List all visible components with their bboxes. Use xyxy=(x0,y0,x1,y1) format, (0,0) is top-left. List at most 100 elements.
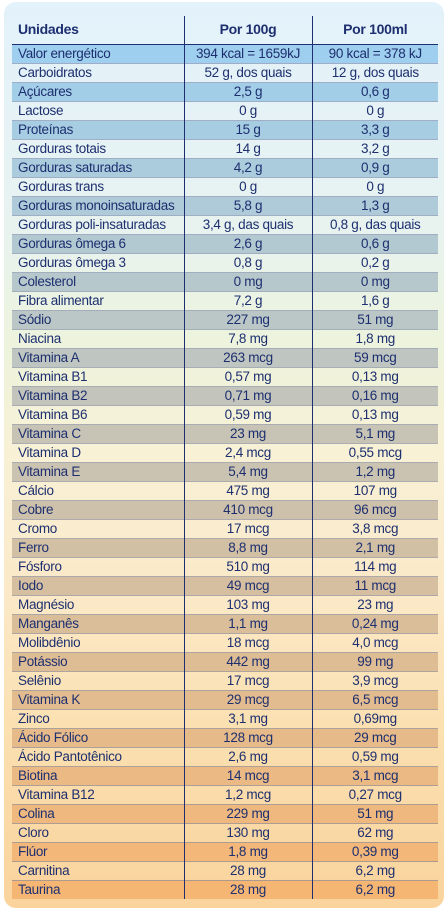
value-per-100ml: 29 mcg xyxy=(311,728,438,748)
value-per-100ml: 2,1 mg xyxy=(311,538,438,558)
value-per-100g: 0,57 mg xyxy=(183,367,312,387)
nutrient-name: Gorduras totais xyxy=(12,139,184,159)
value-per-100g: 8,8 mg xyxy=(183,538,312,558)
value-per-100g: 2,6 g xyxy=(183,234,312,254)
value-per-100g: 52 g, dos quais xyxy=(183,63,312,83)
value-per-100g: 1,2 mcg xyxy=(183,785,312,805)
table-row: Sódio 227 mg 51 mg xyxy=(12,310,438,330)
value-per-100g: 0,59 mg xyxy=(183,405,312,425)
value-per-100g: 4,2 g xyxy=(183,158,312,178)
value-per-100ml: 96 mcg xyxy=(311,500,438,520)
value-per-100g: 0,8 g xyxy=(183,253,312,273)
value-per-100g: 442 mg xyxy=(183,652,312,672)
nutrient-name: Fibra alimentar xyxy=(12,291,184,311)
value-per-100g: 2,5 g xyxy=(183,82,312,102)
table-row: Vitamina B6 0,59 mg 0,13 mg xyxy=(12,405,438,425)
value-per-100ml: 5,1 mg xyxy=(311,424,438,444)
table-row: Magnésio 103 mg 23 mg xyxy=(12,595,438,615)
value-per-100ml: 11 mcg xyxy=(311,576,438,596)
nutrient-name: Gorduras trans xyxy=(12,177,184,197)
value-per-100g: 17 mcg xyxy=(183,519,312,539)
table-row: Cálcio 475 mg 107 mg xyxy=(12,481,438,501)
nutrient-name: Taurina xyxy=(12,880,184,899)
value-per-100g: 227 mg xyxy=(183,310,312,330)
value-per-100g: 7,8 mg xyxy=(183,329,312,349)
table-row: Vitamina B1 0,57 mg 0,13 mg xyxy=(12,367,438,387)
table-row: Fibra alimentar 7,2 g 1,6 g xyxy=(12,291,438,311)
value-per-100g: 394 kcal = 1659kJ xyxy=(183,44,312,64)
value-per-100g: 3,1 mg xyxy=(183,709,312,729)
value-per-100ml: 3,8 mcg xyxy=(311,519,438,539)
table-row: Selênio 17 mcg 3,9 mcg xyxy=(12,671,438,691)
value-per-100ml: 0 g xyxy=(311,177,438,197)
value-per-100g: 5,4 mg xyxy=(183,462,312,482)
table-row: Molibdênio 18 mcg 4,0 mcg xyxy=(12,633,438,653)
value-per-100ml: 0,55 mcg xyxy=(311,443,438,463)
header-per-100ml: Por 100ml xyxy=(311,16,438,45)
nutrient-name: Potássio xyxy=(12,652,184,672)
table-row: Vitamina C 23 mg 5,1 mg xyxy=(12,424,438,444)
table-row: Cromo 17 mcg 3,8 mcg xyxy=(12,519,438,539)
nutrient-name: Gorduras ômega 6 xyxy=(12,234,184,254)
value-per-100g: 229 mg xyxy=(183,804,312,824)
table-row: Taurina 28 mg 6,2 mg xyxy=(12,880,438,899)
nutrition-table: Unidades Por 100g Por 100ml Valor energé… xyxy=(12,16,438,899)
table-row: Gorduras totais 14 g 3,2 g xyxy=(12,139,438,159)
nutrient-name: Cobre xyxy=(12,500,184,520)
value-per-100ml: 114 mg xyxy=(311,557,438,577)
value-per-100ml: 99 mg xyxy=(311,652,438,672)
value-per-100ml: 0,6 g xyxy=(311,82,438,102)
nutrient-name: Colesterol xyxy=(12,272,184,292)
nutrient-name: Vitamina K xyxy=(12,690,184,710)
nutrient-name: Vitamina B6 xyxy=(12,405,184,425)
value-per-100g: 15 g xyxy=(183,120,312,140)
header-per-100g: Por 100g xyxy=(183,16,312,45)
nutrient-name: Vitamina B12 xyxy=(12,785,184,805)
value-per-100g: 23 mg xyxy=(183,424,312,444)
nutrient-name: Colina xyxy=(12,804,184,824)
value-per-100g: 1,8 mg xyxy=(183,842,312,862)
value-per-100g: 0,71 mg xyxy=(183,386,312,406)
table-row: Vitamina B2 0,71 mg 0,16 mg xyxy=(12,386,438,406)
table-header-row: Unidades Por 100g Por 100ml xyxy=(12,16,438,45)
value-per-100ml: 6,5 mcg xyxy=(311,690,438,710)
value-per-100ml: 59 mcg xyxy=(311,348,438,368)
nutrient-name: Manganês xyxy=(12,614,184,634)
nutrient-name: Vitamina B1 xyxy=(12,367,184,387)
nutrient-name: Cálcio xyxy=(12,481,184,501)
table-row: Ácido Pantotênico 2,6 mg 0,59 mg xyxy=(12,747,438,767)
nutrient-name: Carnitina xyxy=(12,861,184,881)
nutrient-name: Fósforo xyxy=(12,557,184,577)
value-per-100ml: 3,1 mcg xyxy=(311,766,438,786)
table-row: Fósforo 510 mg 114 mg xyxy=(12,557,438,577)
value-per-100g: 7,2 g xyxy=(183,291,312,311)
table-row: Zinco 3,1 mg 0,69mg xyxy=(12,709,438,729)
table-row: Ácido Fólico 128 mcg 29 mcg xyxy=(12,728,438,748)
nutrient-name: Cromo xyxy=(12,519,184,539)
nutrient-name: Selênio xyxy=(12,671,184,691)
value-per-100ml: 0,2 g xyxy=(311,253,438,273)
table-row: Manganês 1,1 mg 0,24 mg xyxy=(12,614,438,634)
nutrient-name: Gorduras monoinsaturadas xyxy=(12,196,184,216)
nutrient-name: Ácido Fólico xyxy=(12,728,184,748)
nutrient-name: Zinco xyxy=(12,709,184,729)
value-per-100ml: 107 mg xyxy=(311,481,438,501)
value-per-100g: 2,6 mg xyxy=(183,747,312,767)
value-per-100g: 263 mcg xyxy=(183,348,312,368)
value-per-100ml: 1,8 mg xyxy=(311,329,438,349)
value-per-100ml: 6,2 mg xyxy=(311,861,438,881)
table-row: Vitamina K 29 mcg 6,5 mcg xyxy=(12,690,438,710)
nutrient-name: Gorduras poli-insaturadas xyxy=(12,215,184,235)
value-per-100ml: 0,24 mg xyxy=(311,614,438,634)
table-row: Gorduras ômega 3 0,8 g 0,2 g xyxy=(12,253,438,273)
value-per-100ml: 0 g xyxy=(311,101,438,121)
table-row: Cobre 410 mcg 96 mcg xyxy=(12,500,438,520)
value-per-100ml: 0 mg xyxy=(311,272,438,292)
table-row: Gorduras saturadas 4,2 g 0,9 g xyxy=(12,158,438,178)
value-per-100g: 28 mg xyxy=(183,861,312,881)
value-per-100g: 410 mcg xyxy=(183,500,312,520)
value-per-100ml: 12 g, dos quais xyxy=(311,63,438,83)
value-per-100ml: 3,3 g xyxy=(311,120,438,140)
value-per-100g: 14 g xyxy=(183,139,312,159)
